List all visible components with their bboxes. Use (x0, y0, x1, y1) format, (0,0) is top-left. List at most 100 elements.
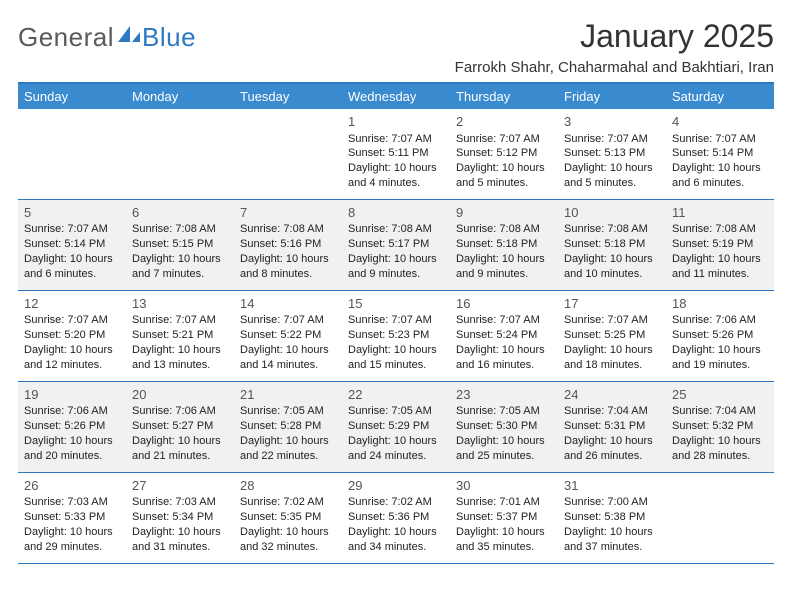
day-detail-line: Daylight: 10 hours (456, 434, 552, 449)
calendar-day-header: Thursday (450, 83, 558, 109)
day-detail-line: Sunset: 5:24 PM (456, 328, 552, 343)
day-detail-line: Sunset: 5:16 PM (240, 237, 336, 252)
day-detail-line: Sunset: 5:13 PM (564, 146, 660, 161)
day-detail-line: Sunrise: 7:08 AM (348, 222, 444, 237)
day-detail-line: and 8 minutes. (240, 267, 336, 282)
day-detail-line: Daylight: 10 hours (672, 252, 768, 267)
page-root: General Blue January 2025 Farrokh Shahr,… (0, 0, 792, 574)
calendar-day-cell: 6Sunrise: 7:08 AMSunset: 5:15 PMDaylight… (126, 199, 234, 290)
day-number: 22 (348, 386, 444, 404)
calendar-day-cell (234, 109, 342, 199)
logo-sail-icon (116, 24, 142, 51)
calendar-day-cell: 9Sunrise: 7:08 AMSunset: 5:18 PMDaylight… (450, 199, 558, 290)
calendar-day-cell (126, 109, 234, 199)
calendar-day-cell: 11Sunrise: 7:08 AMSunset: 5:19 PMDayligh… (666, 199, 774, 290)
day-detail-line: Sunrise: 7:07 AM (24, 222, 120, 237)
day-detail-line: Sunset: 5:34 PM (132, 510, 228, 525)
day-detail-line: Sunset: 5:27 PM (132, 419, 228, 434)
day-detail-line: and 31 minutes. (132, 540, 228, 555)
calendar-day-cell: 4Sunrise: 7:07 AMSunset: 5:14 PMDaylight… (666, 109, 774, 199)
calendar-day-cell: 14Sunrise: 7:07 AMSunset: 5:22 PMDayligh… (234, 290, 342, 381)
day-detail-line: Daylight: 10 hours (564, 525, 660, 540)
day-detail-line: Sunrise: 7:05 AM (240, 404, 336, 419)
day-number: 25 (672, 386, 768, 404)
day-detail-line: Sunrise: 7:06 AM (672, 313, 768, 328)
day-detail-line: Sunrise: 7:04 AM (564, 404, 660, 419)
day-detail-line: and 19 minutes. (672, 358, 768, 373)
day-detail-line: Daylight: 10 hours (240, 525, 336, 540)
title-block: January 2025 Farrokh Shahr, Chaharmahal … (455, 18, 774, 76)
day-detail-line: Daylight: 10 hours (348, 525, 444, 540)
calendar-day-cell: 30Sunrise: 7:01 AMSunset: 5:37 PMDayligh… (450, 472, 558, 563)
logo-text-general: General (18, 22, 114, 53)
day-detail-line: Sunset: 5:19 PM (672, 237, 768, 252)
day-detail-line: and 34 minutes. (348, 540, 444, 555)
day-detail-line: Sunrise: 7:08 AM (132, 222, 228, 237)
day-detail-line: and 6 minutes. (672, 176, 768, 191)
location-line: Farrokh Shahr, Chaharmahal and Bakhtiari… (455, 59, 774, 76)
day-detail-line: Sunrise: 7:07 AM (564, 313, 660, 328)
day-detail-line: Daylight: 10 hours (240, 252, 336, 267)
day-number: 28 (240, 477, 336, 495)
day-detail-line: Daylight: 10 hours (348, 434, 444, 449)
calendar-week-row: 26Sunrise: 7:03 AMSunset: 5:33 PMDayligh… (18, 472, 774, 563)
day-detail-line: Daylight: 10 hours (672, 434, 768, 449)
day-number: 5 (24, 204, 120, 222)
day-detail-line: Sunset: 5:25 PM (564, 328, 660, 343)
day-detail-line: Daylight: 10 hours (132, 343, 228, 358)
day-detail-line: Sunset: 5:22 PM (240, 328, 336, 343)
day-detail-line: Sunrise: 7:07 AM (348, 132, 444, 147)
day-number: 31 (564, 477, 660, 495)
day-detail-line: Sunset: 5:18 PM (456, 237, 552, 252)
day-number: 15 (348, 295, 444, 313)
day-number: 14 (240, 295, 336, 313)
day-detail-line: Daylight: 10 hours (564, 161, 660, 176)
day-number: 7 (240, 204, 336, 222)
logo: General Blue (18, 18, 196, 53)
day-detail-line: Sunset: 5:26 PM (24, 419, 120, 434)
day-detail-line: and 18 minutes. (564, 358, 660, 373)
day-detail-line: Sunrise: 7:07 AM (240, 313, 336, 328)
day-number: 26 (24, 477, 120, 495)
day-detail-line: Sunset: 5:20 PM (24, 328, 120, 343)
day-detail-line: Sunrise: 7:05 AM (456, 404, 552, 419)
day-detail-line: Daylight: 10 hours (564, 434, 660, 449)
day-number: 21 (240, 386, 336, 404)
calendar-day-cell: 16Sunrise: 7:07 AMSunset: 5:24 PMDayligh… (450, 290, 558, 381)
calendar-day-cell: 8Sunrise: 7:08 AMSunset: 5:17 PMDaylight… (342, 199, 450, 290)
day-detail-line: Sunrise: 7:05 AM (348, 404, 444, 419)
day-detail-line: and 21 minutes. (132, 449, 228, 464)
day-number: 6 (132, 204, 228, 222)
day-detail-line: and 32 minutes. (240, 540, 336, 555)
day-detail-line: Sunrise: 7:03 AM (24, 495, 120, 510)
day-detail-line: Daylight: 10 hours (348, 343, 444, 358)
day-detail-line: Sunrise: 7:01 AM (456, 495, 552, 510)
day-detail-line: and 13 minutes. (132, 358, 228, 373)
day-detail-line: Daylight: 10 hours (24, 343, 120, 358)
day-number: 3 (564, 113, 660, 131)
day-detail-line: Sunrise: 7:07 AM (456, 132, 552, 147)
calendar-day-cell: 18Sunrise: 7:06 AMSunset: 5:26 PMDayligh… (666, 290, 774, 381)
day-detail-line: and 4 minutes. (348, 176, 444, 191)
day-detail-line: Sunset: 5:26 PM (672, 328, 768, 343)
calendar-day-header: Monday (126, 83, 234, 109)
day-detail-line: and 10 minutes. (564, 267, 660, 282)
day-detail-line: Sunset: 5:12 PM (456, 146, 552, 161)
day-detail-line: and 29 minutes. (24, 540, 120, 555)
day-detail-line: Sunrise: 7:07 AM (132, 313, 228, 328)
day-detail-line: and 26 minutes. (564, 449, 660, 464)
day-detail-line: Daylight: 10 hours (240, 434, 336, 449)
day-detail-line: and 12 minutes. (24, 358, 120, 373)
calendar-day-cell: 21Sunrise: 7:05 AMSunset: 5:28 PMDayligh… (234, 381, 342, 472)
day-detail-line: Daylight: 10 hours (24, 252, 120, 267)
day-detail-line: Sunset: 5:21 PM (132, 328, 228, 343)
calendar-day-cell: 23Sunrise: 7:05 AMSunset: 5:30 PMDayligh… (450, 381, 558, 472)
day-detail-line: Daylight: 10 hours (564, 252, 660, 267)
calendar-day-header: Tuesday (234, 83, 342, 109)
calendar-day-cell: 10Sunrise: 7:08 AMSunset: 5:18 PMDayligh… (558, 199, 666, 290)
day-detail-line: Daylight: 10 hours (24, 434, 120, 449)
day-detail-line: and 35 minutes. (456, 540, 552, 555)
day-number: 9 (456, 204, 552, 222)
day-detail-line: and 15 minutes. (348, 358, 444, 373)
day-detail-line: and 16 minutes. (456, 358, 552, 373)
